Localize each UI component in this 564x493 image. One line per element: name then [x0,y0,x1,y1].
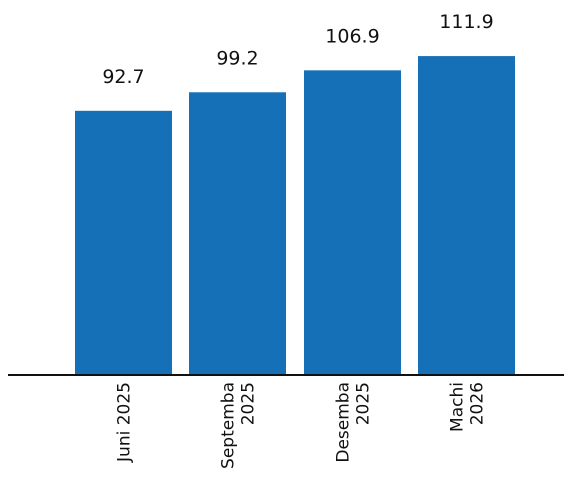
x-tick-label-4-line-2: 2026 [468,382,488,425]
value-label-4: 111.9 [439,11,493,33]
bars-group [75,56,515,376]
bar-3 [304,70,401,376]
x-tick-label-2-line-2: 2025 [239,382,259,425]
x-tick-labels-group: Juni 2025 Septemba 2025 Desemba 2025 Machi 202… [115,382,488,469]
x-tick-label-3: Desemba 2025 [334,382,374,463]
value-label-2: 99.2 [216,47,258,69]
x-tick-label-1: Juni 2025 [115,382,135,463]
x-tick-label-3-line-1: Desemba [334,382,354,463]
bar-4 [418,56,515,376]
bar-2 [189,92,286,375]
x-tick-label-1-line-1: Juni 2025 [115,382,135,463]
bar-1 [75,110,172,376]
x-tick-label-2-line-1: Septemba [219,382,239,469]
x-tick-label-3-line-2: 2025 [354,382,374,425]
x-tick-label-4-line-1: Machi [448,382,468,432]
value-labels-group: 92.7 99.2 106.9 111.9 [102,11,493,88]
value-label-3: 106.9 [325,25,379,47]
x-tick-label-4: Machi 2026 [448,382,488,432]
value-label-1: 92.7 [102,66,144,88]
x-tick-label-2: Septemba 2025 [219,382,259,469]
